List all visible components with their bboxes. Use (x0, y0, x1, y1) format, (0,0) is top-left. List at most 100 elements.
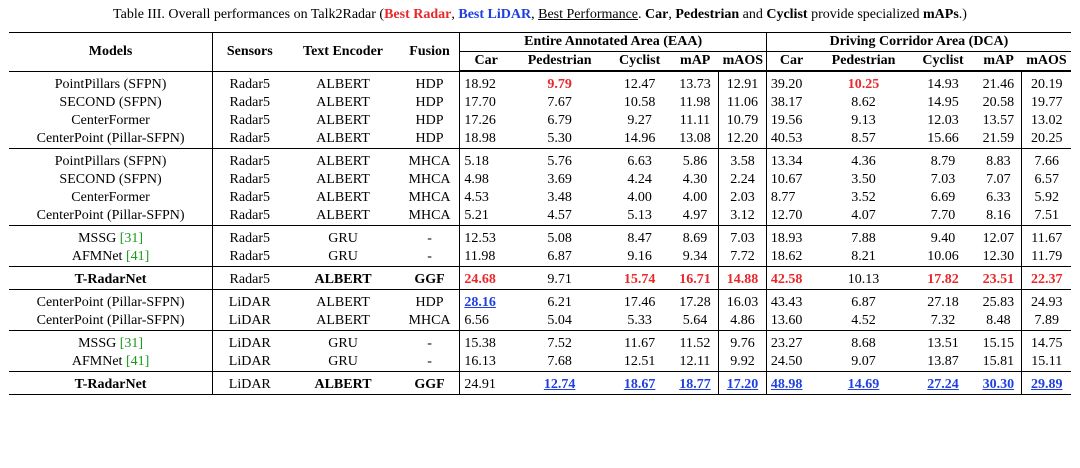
value-cell: 43.43 (766, 289, 817, 312)
value-cell: 9.92 (718, 353, 767, 372)
value-cell: 5.13 (607, 207, 671, 226)
metric-value: 19.56 (770, 113, 803, 128)
metric-value: 6.57 (1034, 172, 1059, 187)
value-cell: 11.79 (1022, 248, 1071, 267)
value-cell: 4.00 (671, 189, 720, 207)
value-cell: 12.03 (911, 112, 975, 130)
model-name: CenterPoint (Pillar-SFPN) (36, 208, 185, 223)
value-cell: 12.30 (975, 248, 1023, 267)
sensor-cell: Radar5 (229, 131, 270, 146)
value-cell: 12.53 (459, 225, 512, 248)
value-cell: 23.27 (766, 330, 817, 353)
value-cell: 17.26 (460, 112, 512, 130)
metric-value: 24.91 (464, 377, 496, 392)
value-cell: 8.62 (816, 94, 911, 112)
model-name-cell: PointPillars (SFPN) (9, 148, 214, 171)
citation-link[interactable]: [41] (125, 354, 150, 369)
value-cell: 27.18 (910, 289, 976, 312)
metric-value: 9.79 (547, 77, 572, 92)
metric-value: 20.19 (1030, 77, 1063, 92)
metric-value: 7.89 (1034, 313, 1059, 328)
value-cell: 4.00 (607, 189, 671, 207)
value-cell: 16.03 (718, 289, 767, 312)
encoder-cell: ALBERT (316, 208, 370, 223)
value-cell: 13.34 (766, 148, 817, 171)
value-cell: 9.27 (607, 112, 671, 130)
value-cell: 13.73 (671, 70, 720, 94)
value-cell: 7.70 (911, 207, 975, 226)
value-cell: 10.67 (766, 171, 816, 189)
value-cell: 15.66 (911, 130, 975, 149)
metric-value: 4.36 (851, 154, 876, 169)
table-row: CenterPoint (Pillar-SFPN) LiDAR ALBERT MHCA… (9, 312, 1071, 331)
metric-value: 6.87 (851, 295, 876, 310)
value-cell: 17.20 (718, 371, 767, 395)
value-cell: 11.11 (671, 112, 720, 130)
value-cell: 7.03 (718, 225, 767, 248)
value-cell: 39.20 (766, 70, 817, 94)
sensor-cell: LiDAR (228, 313, 271, 328)
subheader-cell: Pedestrian (511, 51, 608, 72)
value-cell: 7.52 (511, 330, 608, 353)
value-cell: 28.16 (459, 289, 512, 312)
metric-value: 30.30 (982, 377, 1015, 392)
model-name-cell: SECOND (SFPN) (9, 94, 214, 112)
value-cell: 8.48 (975, 312, 1023, 331)
metric-value: 9.34 (682, 249, 708, 264)
metric-value: 12.47 (623, 77, 656, 92)
metric-value: 5.13 (627, 208, 652, 223)
table-row: SECOND (SFPN) Radar5 ALBERT MHCA 4.98 3.69 4.2… (9, 171, 1071, 189)
citation-link[interactable]: [31] (119, 336, 144, 351)
table-row: T-RadarNet LiDAR ALBERT GGF 24.91 12.74 18.67 1… (9, 371, 1071, 395)
value-cell: 40.53 (766, 130, 816, 149)
metric-value: 20.58 (982, 95, 1015, 110)
metric-value: 14.93 (927, 77, 959, 92)
fusion-cell: HDP (399, 94, 461, 112)
caption-sep: , (668, 7, 676, 22)
metric-value: 7.51 (1034, 208, 1059, 223)
value-cell: 10.06 (911, 248, 975, 267)
value-cell: 9.79 (511, 70, 608, 94)
value-cell: 20.25 (1022, 130, 1071, 149)
fusion-cell: MHCA (399, 189, 461, 207)
model-name-cell: T-RadarNet (9, 371, 214, 395)
metric-value: 5.21 (464, 208, 489, 223)
metric-value: 14.69 (847, 377, 880, 392)
citation-link[interactable]: [31] (119, 231, 144, 246)
value-cell: 18.93 (766, 225, 817, 248)
value-cell: 7.72 (718, 248, 767, 267)
value-cell: 10.13 (816, 266, 911, 290)
table-row: SECOND (SFPN) Radar5 ALBERT HDP 17.70 7.67 10.… (9, 94, 1071, 112)
value-cell: 6.21 (511, 289, 608, 312)
metric-value: 13.51 (927, 336, 959, 351)
value-cell: 9.07 (816, 353, 911, 372)
sensor-cell: Radar5 (229, 113, 270, 128)
subheader-cell: Pedestrian (816, 51, 911, 72)
citation-link[interactable]: [41] (125, 249, 150, 264)
model-name: PointPillars (SFPN) (54, 154, 167, 169)
metric-value: 12.53 (464, 231, 496, 246)
metric-value: 7.66 (1034, 154, 1059, 169)
metric-value: 11.52 (679, 336, 711, 351)
metric-value: 16.71 (679, 272, 711, 287)
metric-value: 12.51 (623, 354, 656, 369)
metric-value: 11.06 (727, 95, 758, 110)
metric-value: 9.76 (730, 336, 755, 351)
value-cell: 18.92 (459, 70, 512, 94)
encoder-cell: ALBERT (286, 289, 400, 312)
metric-value: 24.50 (770, 354, 803, 369)
metric-value: 17.28 (679, 295, 711, 310)
header-models: Models (9, 32, 214, 71)
metric-value: 14.96 (623, 131, 656, 146)
header-fusion: Fusion (399, 32, 461, 71)
metric-value: 13.34 (770, 154, 803, 169)
fusion-cell: MHCA (399, 148, 461, 171)
value-cell: 11.06 (718, 94, 767, 112)
value-cell: 4.98 (460, 171, 512, 189)
subheader-cell: mAP (671, 51, 719, 72)
value-cell: 5.86 (671, 148, 720, 171)
metric-value: 15.38 (464, 336, 496, 351)
caption-text: provide specialized (807, 7, 924, 22)
value-cell: 12.74 (511, 371, 608, 395)
metric-value: 27.24 (927, 377, 959, 392)
